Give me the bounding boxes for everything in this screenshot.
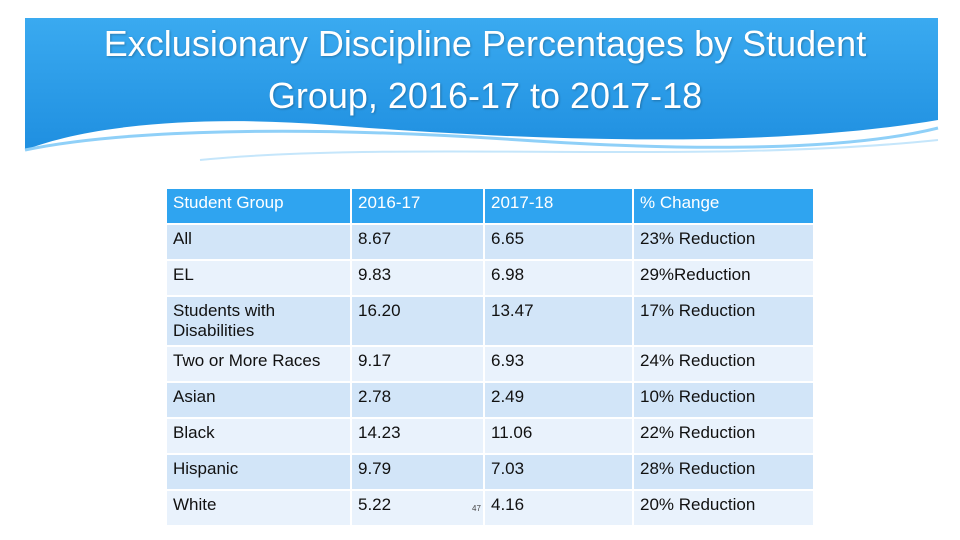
table-cell: 24% Reduction xyxy=(632,345,815,383)
table-cell: 4.16 xyxy=(483,489,634,527)
table-cell: 16.20 xyxy=(350,295,485,347)
table-cell: Asian xyxy=(165,381,352,419)
table-cell: White xyxy=(165,489,352,527)
table-cell: 14.23 xyxy=(350,417,485,455)
table-cell: 7.03 xyxy=(483,453,634,491)
table-cell: 11.06 xyxy=(483,417,634,455)
table-cell: 2017-18 xyxy=(483,187,634,225)
table-cell: Students with Disabilities xyxy=(165,295,352,347)
title-banner xyxy=(24,18,939,161)
table-cell: 23% Reduction xyxy=(632,223,815,261)
table-cell: 8.67 xyxy=(350,223,485,261)
table-cell: 13.47 xyxy=(483,295,634,347)
table-row: White 5.22 4.16 20% Reduction xyxy=(165,489,815,527)
table-cell: 9.17 xyxy=(350,345,485,383)
table-cell: 6.93 xyxy=(483,345,634,383)
table-cell: 20% Reduction xyxy=(632,489,815,527)
table-cell: All xyxy=(165,223,352,261)
table-cell: 9.83 xyxy=(350,259,485,297)
table-cell: Two or More Races xyxy=(165,345,352,383)
table-cell: Student Group xyxy=(165,187,352,225)
page-number: 47 xyxy=(472,504,481,513)
table-row: All 8.67 6.65 23% Reduction xyxy=(165,223,815,261)
table-row: Asian 2.78 2.49 10% Reduction xyxy=(165,381,815,419)
table-row: EL 9.83 6.98 29%Reduction xyxy=(165,259,815,297)
table-cell: 2.49 xyxy=(483,381,634,419)
table-cell: 2.78 xyxy=(350,381,485,419)
table-cell: 22% Reduction xyxy=(632,417,815,455)
table-cell: 5.22 xyxy=(350,489,485,527)
table-cell: 2016-17 xyxy=(350,187,485,225)
table-cell: % Change xyxy=(632,187,815,225)
table-cell: 10% Reduction xyxy=(632,381,815,419)
table-cell: 6.65 xyxy=(483,223,634,261)
table-cell: 9.79 xyxy=(350,453,485,491)
table-row: Student Group 2016-17 2017-18% Change xyxy=(165,187,815,225)
table-cell: Hispanic xyxy=(165,453,352,491)
table-cell: 17% Reduction xyxy=(632,295,815,347)
table-cell: 28% Reduction xyxy=(632,453,815,491)
table-cell: EL xyxy=(165,259,352,297)
table-cell: 6.98 xyxy=(483,259,634,297)
table-row: Students with Disabilities 16.20 13.47 17% … xyxy=(165,295,815,347)
table-row: Two or More Races 9.17 6.93 24% Reduction xyxy=(165,345,815,383)
table-cell: Black xyxy=(165,417,352,455)
title: Exclusionary Discipline Percentages by S… xyxy=(103,23,867,116)
table-row: Black 14.23 11.06 22% Reduction xyxy=(165,417,815,455)
table-cell: 29%Reduction xyxy=(632,259,815,297)
table-row: Hispanic 9.79 7.03 28% Reduction xyxy=(165,453,815,491)
data-table: Student Group 2016-17 2017-18% Change All 8.… xyxy=(165,187,815,527)
